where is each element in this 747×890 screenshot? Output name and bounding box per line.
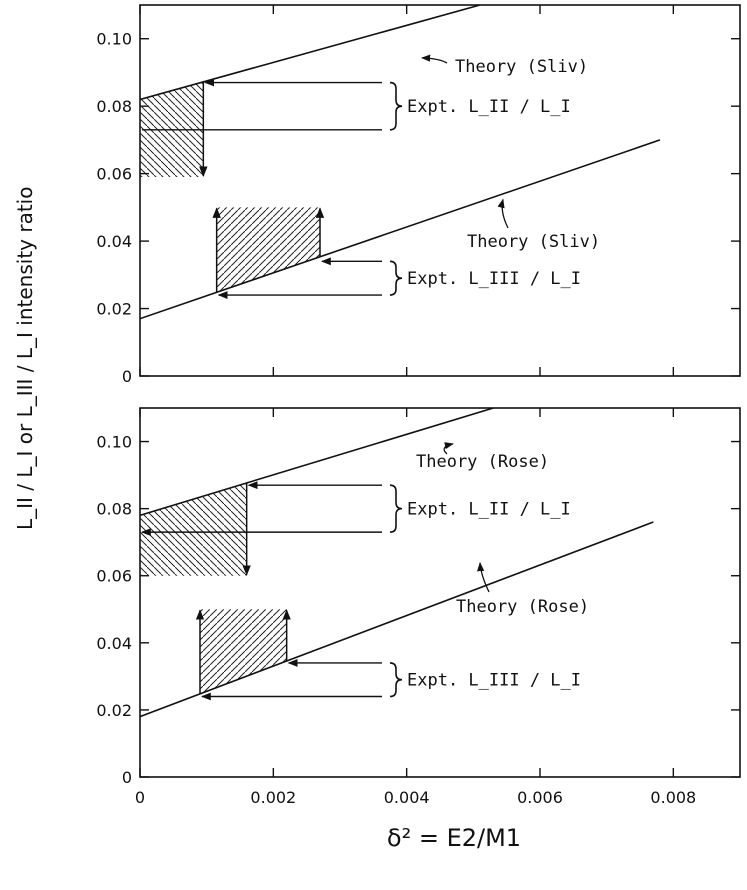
- expt-label: Expt. L_II / L_I: [407, 500, 571, 520]
- y-tick-label: 0.08: [96, 500, 132, 519]
- theory-pointer: [497, 198, 509, 229]
- y-axis-label: L_II / L_I or L_III / L_I intensity rati…: [13, 187, 37, 530]
- y-axis-label-text: L_II / L_I or L_III / L_I intensity rati…: [13, 187, 37, 530]
- expt-label: Expt. L_III / L_I: [407, 671, 581, 691]
- y-tick-label: 0.02: [96, 300, 132, 319]
- expt-label: Expt. L_II / L_I: [407, 97, 571, 117]
- x-tick-label: 0.006: [517, 788, 563, 807]
- theory-label: Theory (Rose): [456, 597, 589, 617]
- theory-pointer: [443, 442, 454, 455]
- theory-pointer: [421, 54, 448, 64]
- y-tick-label: 0.02: [96, 701, 132, 720]
- theory-label: Theory (Rose): [416, 452, 549, 472]
- x-tick-label: 0.004: [384, 788, 430, 807]
- plot-frame: [139, 407, 741, 778]
- expt-brace: [389, 662, 403, 698]
- y-tick-label: 0.04: [96, 634, 132, 653]
- top-panel: 0 0.02 0.04 0.06 0.08 0.10 Expt. L_II / L_I Exp…: [96, 4, 741, 386]
- theory-line: [140, 139, 661, 320]
- y-tick-label: 0.10: [96, 30, 132, 49]
- x-tick-label: 0: [135, 788, 145, 807]
- shaded-region-LIII: [200, 609, 287, 694]
- expt-brace: [389, 484, 403, 533]
- theory-label: Theory (Sliv): [467, 232, 600, 252]
- expt-brace: [389, 260, 403, 296]
- y-tick-label: 0.06: [96, 165, 132, 184]
- expt-label: Expt. L_III / L_I: [407, 269, 581, 289]
- y-tick-label: 0.06: [96, 567, 132, 586]
- x-tick-label: 0.008: [650, 788, 696, 807]
- x-tick-label: 0.002: [250, 788, 296, 807]
- theory-line: [140, 5, 481, 101]
- y-tick-label: 0: [122, 367, 132, 386]
- y-tick-label: 0.10: [96, 433, 132, 452]
- y-tick-label: 0.04: [96, 232, 132, 251]
- x-axis-label: δ² = E2/M1: [387, 824, 521, 852]
- bottom-panel: 0 0.02 0.04 0.06 0.08 0.10 0 0.002 0.004 0.006 0.0…: [96, 407, 741, 807]
- expt-brace: [389, 81, 403, 131]
- shaded-region-LII: [140, 482, 247, 576]
- shaded-region-LIII: [216, 207, 320, 293]
- theory-line: [140, 408, 494, 517]
- theory-label: Theory (Sliv): [455, 57, 588, 77]
- y-tick-label: 0: [122, 768, 132, 787]
- y-tick-label: 0.08: [96, 97, 132, 116]
- plot-frame: [139, 4, 741, 377]
- theory-line: [140, 521, 654, 718]
- theory-pointer: [477, 562, 490, 593]
